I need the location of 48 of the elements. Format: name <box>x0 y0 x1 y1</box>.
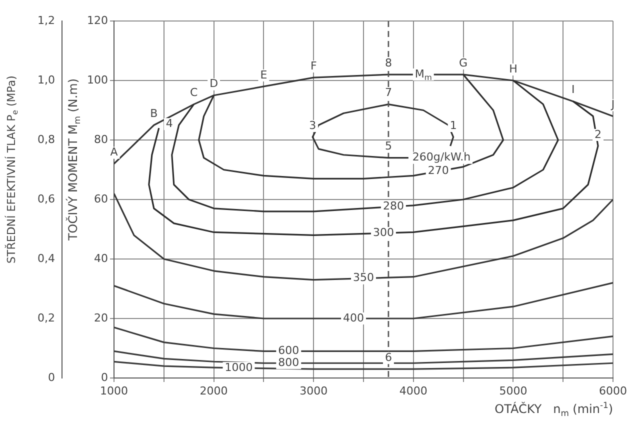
annotation: E <box>260 68 268 82</box>
annotation: D <box>210 77 218 90</box>
annotation: 300 <box>372 226 394 239</box>
annotation: 270 <box>428 164 449 178</box>
y-axis-title: TOČIVÝ MOMENT Mm (N.m) <box>65 78 82 242</box>
y-tick-label: 40 <box>94 252 108 265</box>
annotation: J <box>610 98 615 112</box>
annotation: 1000 <box>224 360 253 374</box>
annotation: A <box>110 146 118 159</box>
x-tick-label: 6000 <box>599 384 628 398</box>
x-tick-label: 5000 <box>499 384 528 398</box>
annotation: C <box>190 86 198 100</box>
annotation: I <box>571 83 575 96</box>
annotation: 2 <box>594 128 602 141</box>
y2-tick-label: 0,8 <box>38 132 55 146</box>
y-tick-label: 0 <box>101 370 108 384</box>
annotation: 5 <box>384 140 392 153</box>
x-tick-label: 4000 <box>399 384 428 398</box>
x-tick-label: 2000 <box>200 384 228 398</box>
x-tick-label: 3000 <box>300 384 328 398</box>
annotation: 7 <box>384 86 392 100</box>
annotation: 3 <box>309 118 316 132</box>
annotation: 280 <box>382 200 404 212</box>
annotation: 8 <box>384 56 392 70</box>
y2-tick-label: 0 <box>48 370 55 384</box>
annotation: 260g/kW.h <box>412 150 471 164</box>
annotation: 1 <box>450 118 457 132</box>
annotation: F <box>310 59 317 72</box>
annotation: 6 <box>384 350 392 364</box>
y2-tick-label: 0,4 <box>38 252 55 265</box>
annotation: 4 <box>166 116 173 130</box>
annotation: H <box>509 62 518 76</box>
y2-tick-label: 0,6 <box>38 192 55 206</box>
y-tick-label: 100 <box>87 73 108 86</box>
y2-tick-label: 0,2 <box>38 311 55 324</box>
y2-tick-label: 1,0 <box>38 73 55 86</box>
annotation: 600 <box>278 344 300 358</box>
y-tick-label: 80 <box>94 132 108 146</box>
annotation: G <box>459 56 468 70</box>
annotation: 400 <box>343 311 364 324</box>
y-tick-label: 20 <box>94 311 108 324</box>
y-tick-label: 120 <box>87 14 108 27</box>
x-tick-label: 1000 <box>100 384 128 398</box>
y-tick-label: 60 <box>94 192 108 206</box>
annotation: B <box>150 106 158 120</box>
annotation: 800 <box>278 356 300 369</box>
annotation: 350 <box>353 271 374 284</box>
y2-tick-label: 1,2 <box>38 14 55 27</box>
